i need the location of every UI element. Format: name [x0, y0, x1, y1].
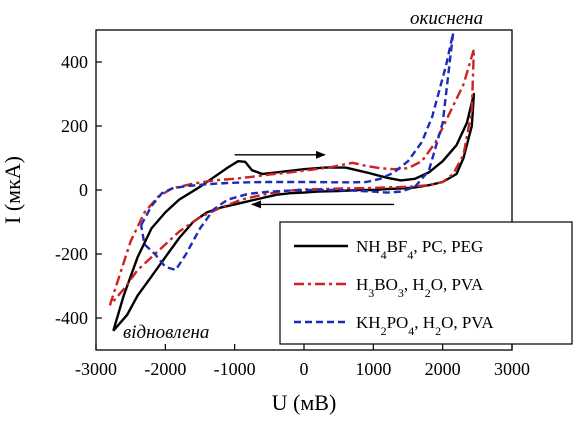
x-tick-label: -1000: [214, 359, 256, 379]
plot-area: -3000 -2000 -1000 0 1000 2000 3000-400-2000200…: [55, 29, 530, 379]
legend: NH4BF4, PC, PEG H3BO3, H2O, PVA KH2PO4, H2…: [279, 221, 573, 345]
arrow-layer: [234, 150, 395, 209]
y-tick-label: 200: [61, 116, 88, 136]
series-2-line: [108, 48, 476, 306]
y-axis-title: I (мкА): [0, 156, 25, 224]
x-tick-label: 1000: [355, 359, 391, 379]
y-tick-label: 0: [79, 180, 88, 200]
y-tick-label: 400: [61, 52, 88, 72]
x-axis-title: U (мВ): [272, 390, 337, 415]
legend-entries: NH4BF4, PC, PEG H3BO3, H2O, PVA KH2PO4, H2…: [294, 237, 494, 338]
y-tick-label: -200: [55, 244, 88, 264]
x-tick-label: 2000: [425, 359, 461, 379]
reduced-annotation: відновлена: [123, 322, 209, 343]
tick-layer: -3000 -2000 -1000 0 1000 2000 3000-400-2000200…: [55, 52, 530, 379]
legend-label-1: NH4BF4, PC, PEG: [356, 237, 483, 262]
x-tick-label: 3000: [494, 359, 530, 379]
series-3-line: [139, 32, 455, 272]
legend-box: [279, 221, 573, 345]
series-layer: [108, 32, 476, 332]
legend-label-2: H3BO3, H2O, PVA: [356, 275, 484, 300]
x-tick-label: -2000: [144, 359, 186, 379]
x-tick-label: -3000: [75, 359, 117, 379]
x-tick-label: 0: [300, 359, 309, 379]
legend-label-3: KH2PO4, H2O, PVA: [356, 313, 494, 338]
oxidized-annotation: окиснена: [410, 8, 483, 29]
y-tick-label: -400: [55, 308, 88, 328]
